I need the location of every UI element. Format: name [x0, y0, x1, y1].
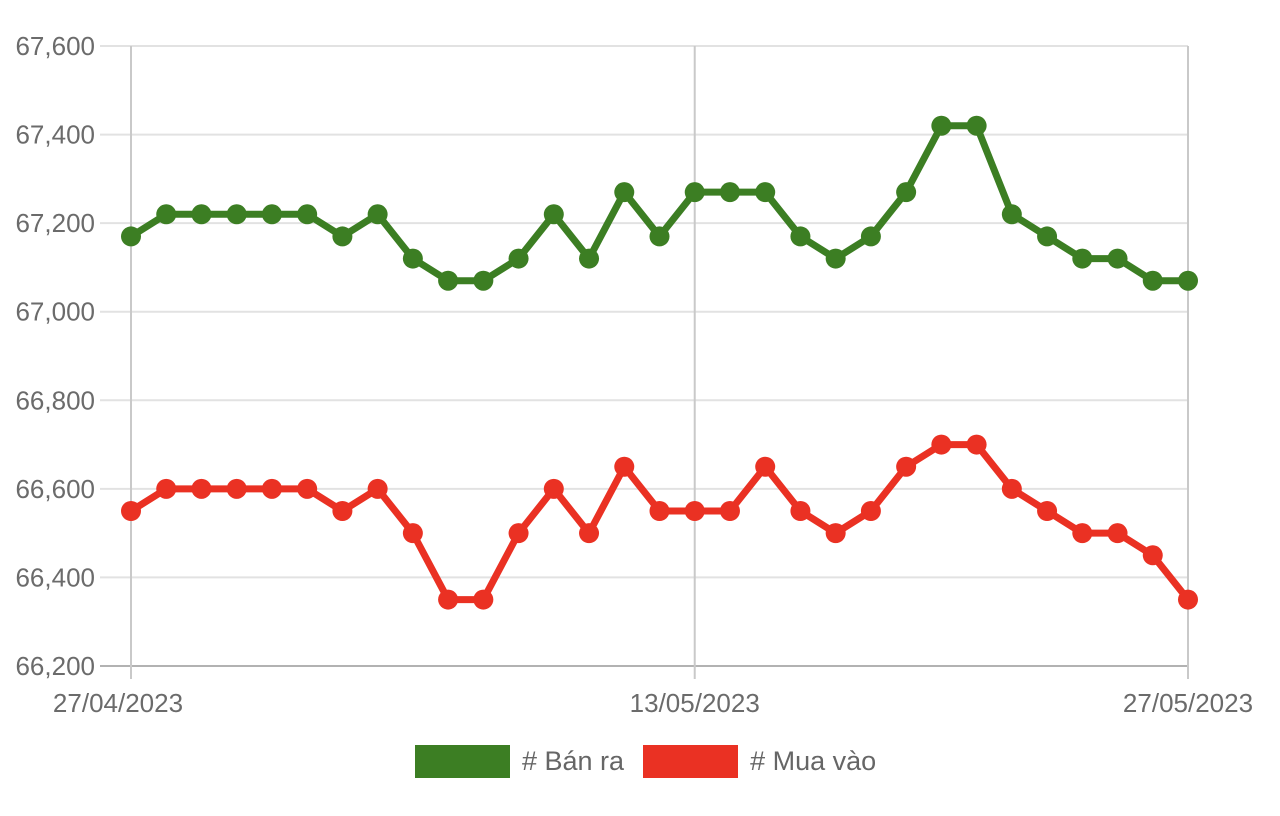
series-0-point: [156, 204, 177, 225]
y-axis-tick-label: 67,000: [15, 297, 95, 327]
series-1-point: [614, 456, 635, 477]
series-0-point: [191, 204, 212, 225]
series-0-point: [261, 204, 282, 225]
series-1-point: [367, 478, 388, 499]
series-1-point: [508, 523, 529, 544]
series-0-point: [614, 182, 635, 203]
series-0-point: [579, 248, 600, 269]
chart-legend: # Bán ra # Mua vào: [415, 745, 876, 778]
series-1-point: [649, 501, 670, 521]
series-0-point: [543, 204, 564, 225]
series-1-point: [438, 589, 459, 610]
series-0-point: [719, 182, 740, 203]
series-0-point: [825, 248, 846, 269]
series-0-point: [790, 226, 811, 247]
series-0-point: [332, 226, 353, 247]
y-axis-tick-label: 67,600: [15, 31, 95, 61]
legend-item-mua-vao[interactable]: # Mua vào: [643, 745, 876, 778]
series-1-point: [966, 434, 987, 455]
x-axis-tick-label: 13/05/2023: [630, 688, 760, 718]
series-1-point: [261, 478, 282, 499]
series-0-point: [1072, 248, 1093, 269]
series-0-point: [1037, 226, 1058, 247]
series-1-point: [790, 501, 811, 521]
ban-ra-label: # Bán ra: [522, 746, 625, 776]
series-1-point: [1178, 589, 1198, 610]
series-0-point: [1178, 270, 1198, 291]
y-axis-tick-label: 67,400: [15, 120, 95, 150]
series-1-point: [191, 478, 212, 499]
series-1-point: [226, 478, 247, 499]
series-0-point: [1001, 204, 1022, 225]
series-1-point: [1001, 478, 1022, 499]
series-1-point: [297, 478, 318, 499]
series-0-point: [438, 270, 459, 291]
series-1-point: [1037, 501, 1058, 521]
y-axis-tick-label: 66,400: [15, 562, 95, 592]
mua-vao-swatch: [643, 745, 739, 778]
series-0-point: [931, 115, 952, 136]
series-0-point: [121, 226, 141, 247]
y-axis-tick-label: 66,600: [15, 474, 95, 504]
y-axis-tick-label: 66,800: [15, 385, 95, 415]
series-0-point: [226, 204, 247, 225]
series-0-point: [684, 182, 705, 203]
series-1-point: [156, 478, 177, 499]
series-1-point: [755, 456, 776, 477]
series-0-point: [402, 248, 423, 269]
series-1-point: [1142, 545, 1163, 566]
x-axis-tick-label: 27/04/2023: [53, 688, 183, 718]
series-0-point: [860, 226, 881, 247]
ban-ra-swatch: [415, 745, 510, 778]
y-axis-tick-label: 67,200: [15, 208, 95, 238]
series-0-point: [896, 182, 917, 203]
x-axis-tick-label: 27/05/2023: [1123, 688, 1253, 718]
series-1-point: [332, 501, 353, 521]
series-0-point: [966, 115, 987, 136]
series-0-point: [473, 270, 494, 291]
series-0-point: [367, 204, 388, 225]
series-1-point: [579, 523, 600, 544]
y-axis-tick-label: 66,200: [15, 651, 95, 681]
series-0-point: [1107, 248, 1128, 269]
legend-item-ban-ra[interactable]: # Bán ra: [415, 745, 624, 778]
series-line-1: [127, 441, 1192, 604]
series-1-point: [896, 456, 917, 477]
series-1-point: [121, 501, 141, 521]
series-1-point: [719, 501, 740, 521]
series-1-point: [543, 478, 564, 499]
series-line-0: [127, 122, 1192, 285]
series-1-point: [684, 501, 705, 521]
series-1-point: [1107, 523, 1128, 544]
series-0-point: [508, 248, 529, 269]
series-1-point: [931, 434, 952, 455]
series-1-point: [473, 589, 494, 610]
series-0-point: [1142, 270, 1163, 291]
series-1-point: [1072, 523, 1093, 544]
series-0-point: [649, 226, 670, 247]
series-0-point: [755, 182, 776, 203]
series-1-point: [402, 523, 423, 544]
mua-vao-label: # Mua vào: [750, 746, 877, 776]
series-1-point: [825, 523, 846, 544]
series-0-point: [297, 204, 318, 225]
series-1-point: [860, 501, 881, 521]
